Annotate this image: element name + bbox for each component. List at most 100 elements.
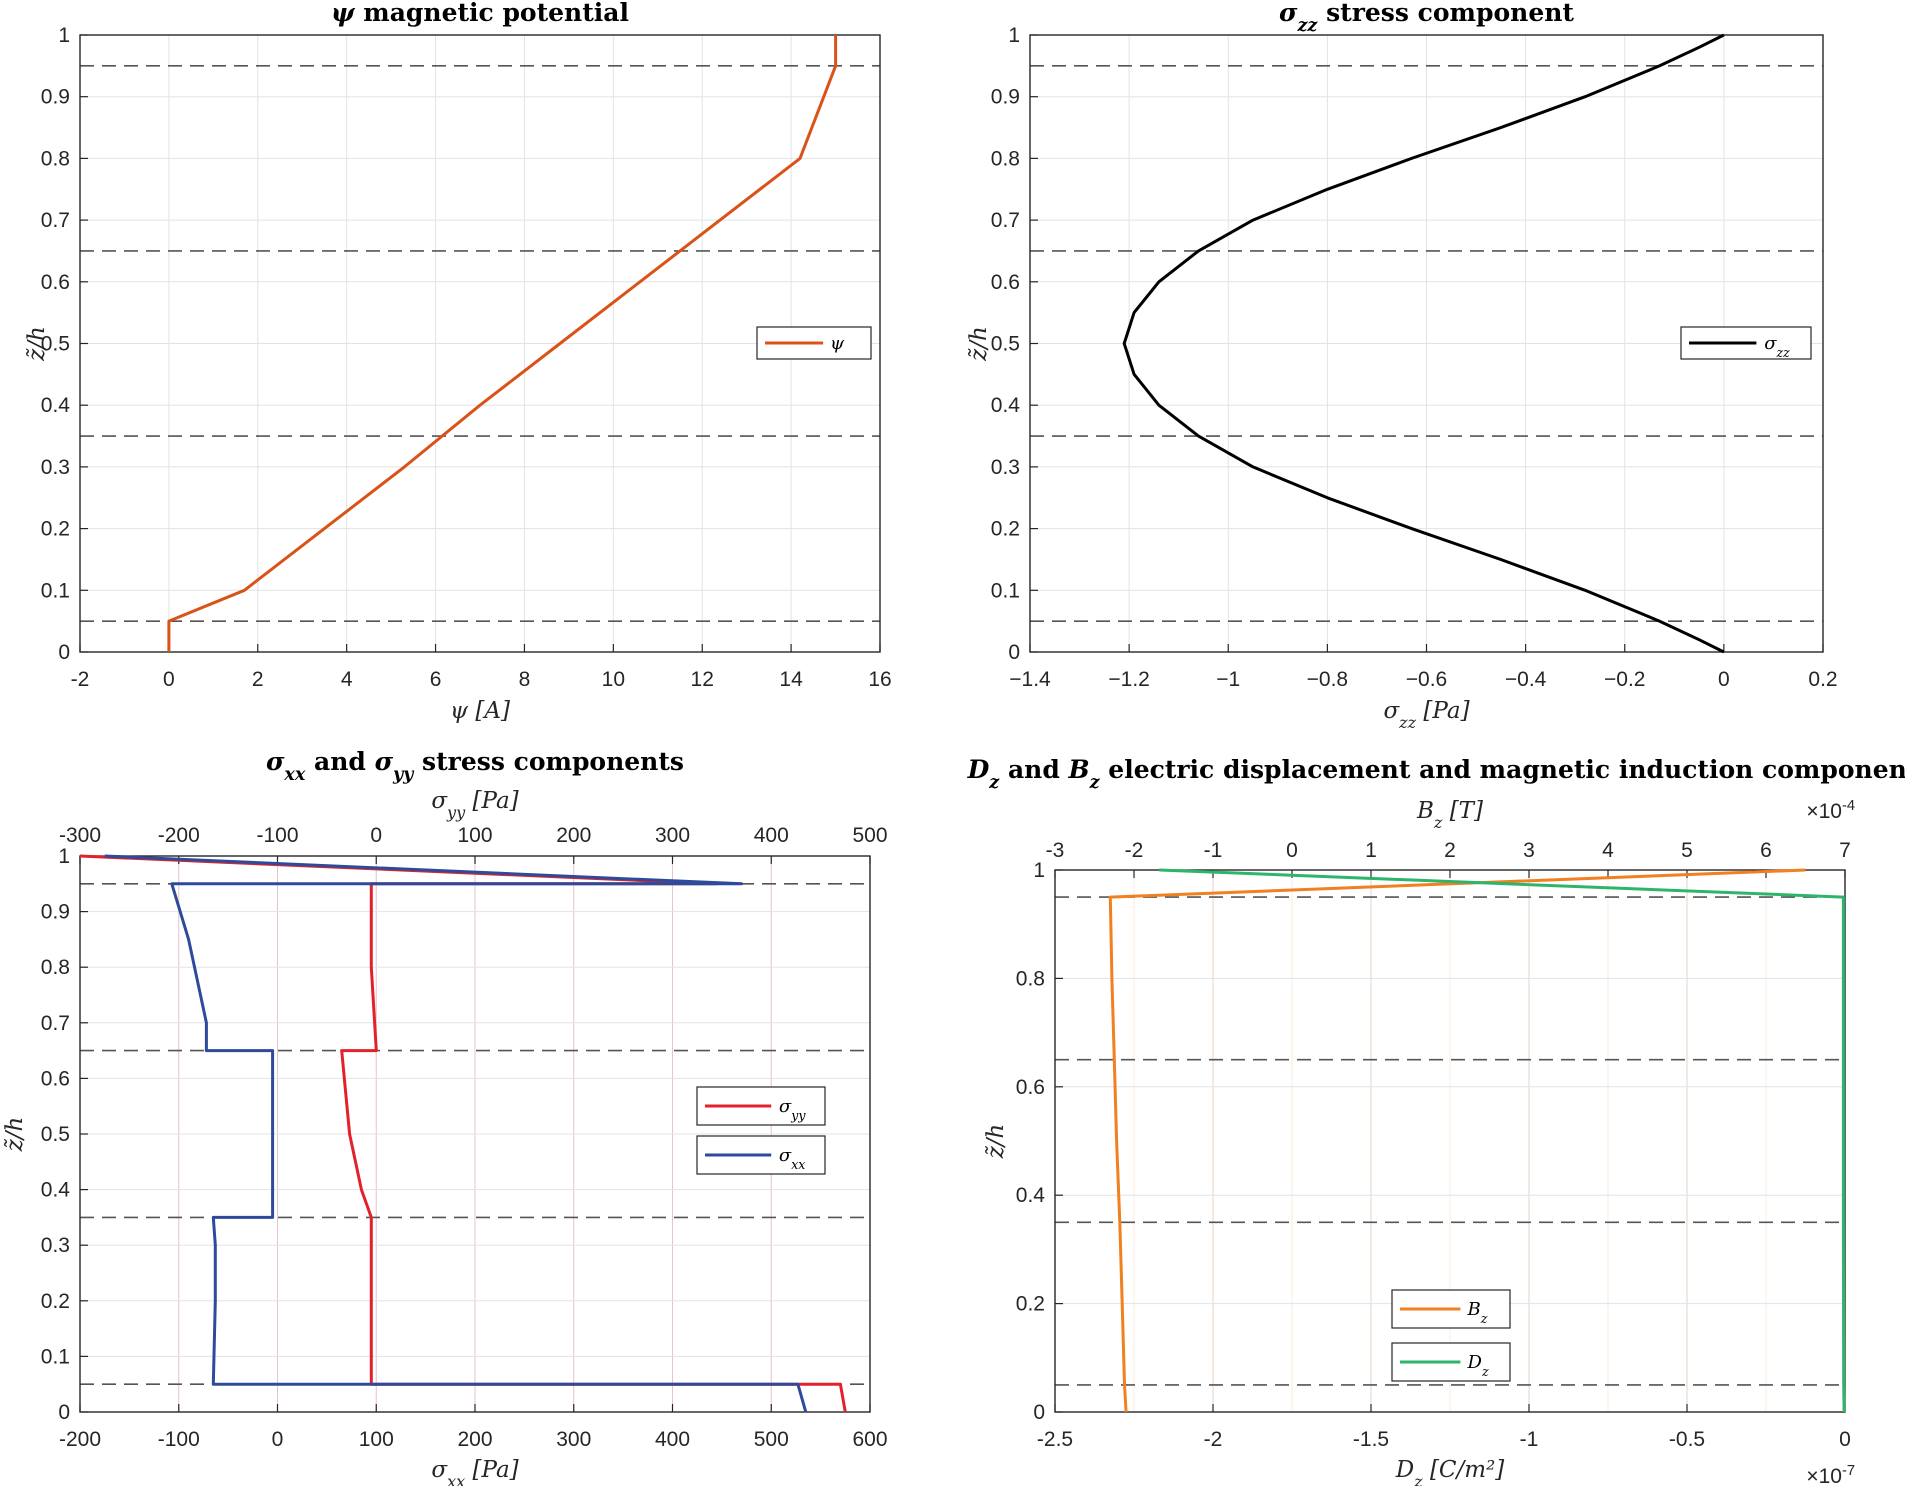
legend-label: Dz (1467, 1352, 1489, 1379)
x2-exponent-label: ×10-4 (1806, 798, 1855, 823)
x-tick-label: -2 (1204, 1428, 1223, 1451)
x-tick-label: −1.2 (1108, 668, 1149, 691)
y-tick-label: 0.4 (991, 394, 1021, 417)
x2-tick-label: 5 (1681, 839, 1693, 862)
series-line-Dz (1159, 868, 1846, 1413)
y-tick-label: 0.1 (41, 1345, 70, 1368)
x2-tick-label: -2 (1125, 839, 1144, 862)
x2-tick-label: 400 (754, 824, 789, 847)
y-tick-label: 0 (1008, 641, 1020, 664)
x2-tick-label: -1 (1204, 839, 1223, 862)
x2-tick-label: -300 (59, 824, 101, 847)
chart-title: ψ magnetic potential (331, 0, 629, 27)
chart-title: σzz stress component (1279, 0, 1574, 36)
y-tick-label: 0.7 (991, 209, 1020, 232)
y-tick-label: 0.3 (41, 456, 70, 479)
x2-axis-label: σyy [Pa] (431, 788, 518, 822)
y-tick-label: 0.4 (41, 394, 71, 417)
y-tick-label: 0.3 (991, 456, 1020, 479)
x-tick-label: −0.8 (1307, 668, 1348, 691)
legend-label: ψ (830, 333, 845, 354)
x2-tick-label: 300 (655, 824, 690, 847)
x-tick-label: 8 (519, 668, 531, 691)
y-tick-label: 0.4 (41, 1179, 71, 1202)
x-tick-label: -100 (158, 1428, 200, 1451)
x-tick-label: 0 (1718, 668, 1730, 691)
x2-tick-label: -200 (158, 824, 200, 847)
x-tick-label: −0.6 (1406, 668, 1447, 691)
y-axis-label: z̃/h (983, 1124, 1009, 1160)
y-tick-label: 0.9 (991, 86, 1020, 109)
panel-psi: -2 0 2 4 6 8 10 12 14 1600.10.20.30.40.50.60.70.8… (24, 0, 892, 724)
y-tick-label: 0 (1033, 1401, 1045, 1424)
y-tick-label: 0.6 (1016, 1076, 1045, 1099)
x2-tick-label: 500 (852, 824, 887, 847)
y-axis-label: z̃/h (24, 326, 50, 362)
y-tick-label: 0.8 (41, 147, 70, 170)
x2-tick-label: 100 (457, 824, 492, 847)
y-tick-label: 0.5 (991, 333, 1020, 356)
y-tick-label: 0.6 (41, 271, 70, 294)
y-tick-label: 0.2 (41, 1290, 70, 1313)
y-tick-label: 0.8 (41, 956, 70, 979)
x2-tick-label: 2 (1444, 839, 1456, 862)
chart-title: Dz and Bz electric displacement and magn… (967, 755, 1905, 793)
y-tick-label: 0.3 (41, 1234, 70, 1257)
x-tick-label: 6 (430, 668, 442, 691)
x-tick-label: 200 (457, 1428, 492, 1451)
x-tick-label: -0.5 (1669, 1428, 1705, 1451)
x2-tick-label: 7 (1839, 839, 1851, 862)
series-line-σzz (1122, 33, 1725, 654)
series-line-ψ (167, 35, 838, 652)
x2-tick-label: -3 (1046, 839, 1065, 862)
x2-tick-label: 4 (1602, 839, 1614, 862)
y-tick-label: 0.8 (991, 147, 1020, 170)
chart-title: σxx and σyy stress components (266, 747, 684, 785)
x-tick-label: −0.4 (1505, 668, 1547, 691)
x2-tick-label: 200 (556, 824, 591, 847)
y-tick-label: 1 (58, 845, 70, 868)
x-tick-label: 400 (655, 1428, 690, 1451)
y-tick-label: 0.5 (41, 333, 70, 356)
y-tick-label: 1 (1033, 859, 1045, 882)
legend-label: σyy (779, 1096, 806, 1123)
x-tick-label: -2.5 (1037, 1428, 1073, 1451)
panel-sxx-syy: -200 -100 0 100 200 300 400 500 600-300 -200 -100 0… (2, 747, 888, 1486)
x-tick-label: -1.5 (1353, 1428, 1389, 1451)
x2-tick-label: 0 (370, 824, 382, 847)
y-tick-label: 0.6 (41, 1067, 70, 1090)
y-tick-label: 0.9 (41, 901, 70, 924)
y-tick-label: 0.8 (1016, 967, 1045, 990)
x2-tick-label: -100 (256, 824, 298, 847)
y-tick-label: 0.4 (1016, 1184, 1046, 1207)
y-tick-label: 0.9 (41, 86, 70, 109)
x2-tick-label: 0 (1286, 839, 1298, 862)
x-tick-label: 4 (341, 668, 353, 691)
x-axis-label: ψ [A] (450, 698, 510, 724)
panel-szz: −1.4 −1.2 −1 −0.8 −0.6 −0.4 −0.2 0 0.2 0 0.1 0.2 0.3… (966, 0, 1838, 732)
x-tick-label: 0 (1839, 1428, 1851, 1451)
x2-tick-label: 3 (1523, 839, 1535, 862)
legend-label: σzz (1764, 333, 1790, 360)
x-tick-label: −0.2 (1604, 668, 1645, 691)
series-line-σxx (104, 854, 808, 1413)
x-axis-label: σzz [Pa] (1383, 698, 1469, 732)
y-tick-label: 0.7 (41, 209, 70, 232)
x-tick-label: 300 (556, 1428, 591, 1451)
y-tick-label: 0.7 (41, 1012, 70, 1035)
y-tick-label: 0.6 (991, 271, 1020, 294)
legend-label: σxx (779, 1145, 806, 1172)
x2-tick-label: 6 (1760, 839, 1772, 862)
legend-label: Bz (1467, 1299, 1488, 1326)
y-tick-label: 1 (1008, 24, 1020, 47)
x-axis-label: σxx [Pa] (431, 1457, 518, 1486)
x-tick-label: 100 (359, 1428, 394, 1451)
x-tick-label: 0.2 (1808, 668, 1837, 691)
x-tick-label: -200 (59, 1428, 101, 1451)
x2-tick-label: 1 (1365, 839, 1377, 862)
x-tick-label: −1.4 (1009, 668, 1051, 691)
x-tick-label: 0 (163, 668, 175, 691)
x-tick-label: 12 (691, 668, 714, 691)
y-tick-label: 0.2 (41, 518, 70, 541)
